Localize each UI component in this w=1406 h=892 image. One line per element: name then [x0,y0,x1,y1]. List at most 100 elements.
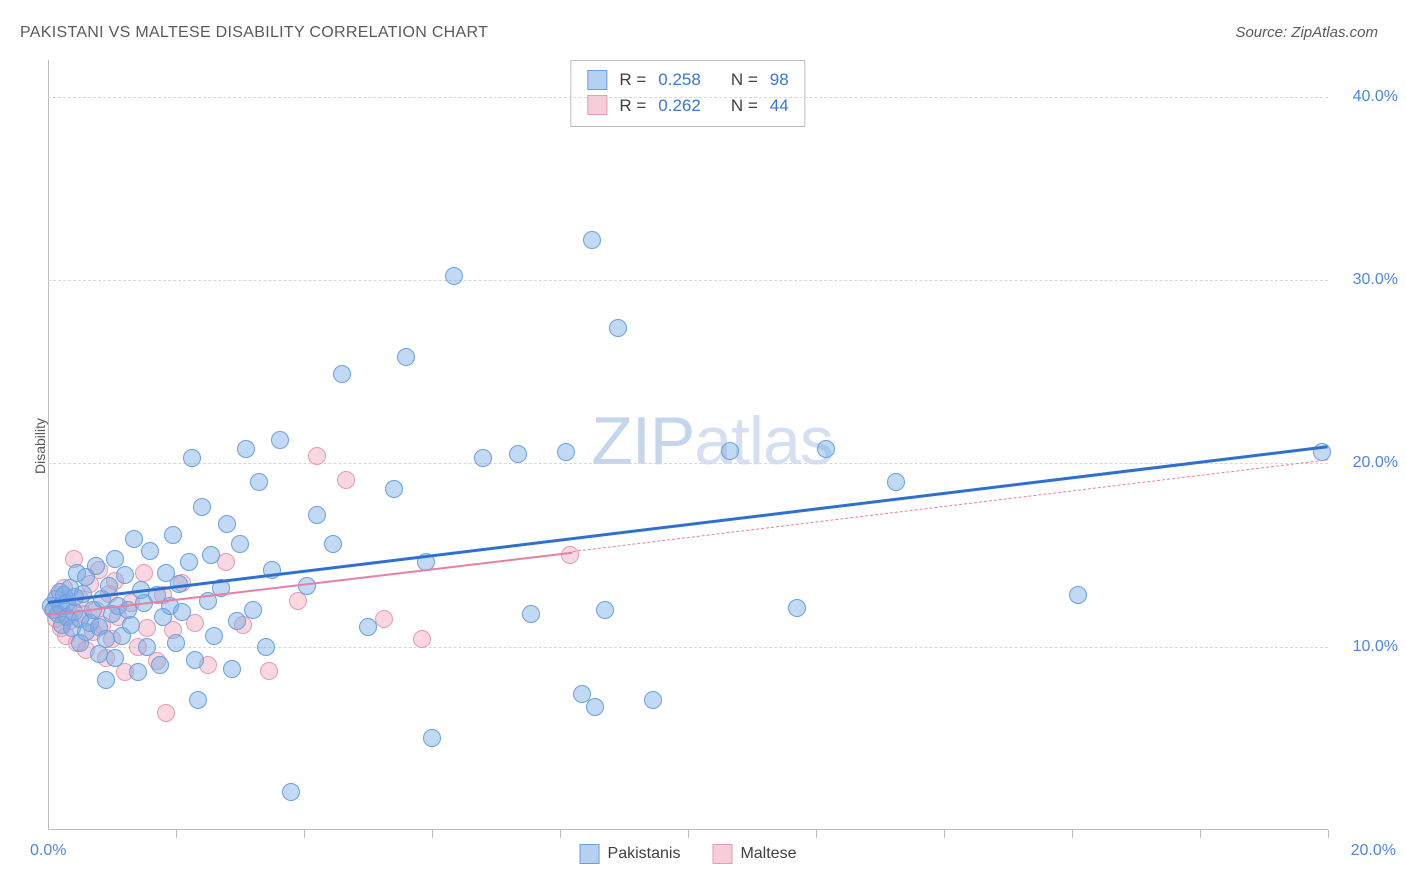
scatter-point-pakistanis [324,535,342,553]
trendline-maltese-dashed [573,460,1328,553]
scatter-point-pakistanis [788,599,806,617]
trendline-pakistanis [48,445,1328,604]
scatter-point-pakistanis [257,638,275,656]
scatter-point-pakistanis [106,550,124,568]
bottom-legend: Pakistanis Maltese [580,844,797,864]
scatter-point-pakistanis [397,348,415,366]
scatter-point-pakistanis [522,605,540,623]
watermark: ZIPatlas [591,402,832,480]
swatch-maltese [587,95,607,115]
scatter-point-pakistanis [97,671,115,689]
scatter-point-pakistanis [237,440,255,458]
stats-n-value: 98 [770,67,789,93]
scatter-point-pakistanis [250,473,268,491]
stats-r-value: 0.258 [658,67,701,93]
y-tick-label: 10.0% [1338,638,1398,656]
x-tick [1072,830,1073,838]
x-axis-max-label: 20.0% [1336,842,1396,860]
x-tick [1200,830,1201,838]
legend-label: Maltese [740,845,796,863]
gridline-h [48,280,1328,281]
scatter-point-pakistanis [282,783,300,801]
scatter-point-pakistanis [271,431,289,449]
scatter-point-pakistanis [596,601,614,619]
scatter-point-pakistanis [557,443,575,461]
scatter-point-pakistanis [509,445,527,463]
x-tick [688,830,689,838]
y-tick-label: 40.0% [1338,88,1398,106]
scatter-point-pakistanis [609,319,627,337]
scatter-point-pakistanis [138,638,156,656]
stats-row-pakistanis: R = 0.258 N = 98 [587,67,788,93]
scatter-point-pakistanis [186,651,204,669]
scatter-point-pakistanis [193,498,211,516]
y-axis-label: Disability [32,418,48,474]
legend-item-maltese: Maltese [712,844,796,864]
x-tick [176,830,177,838]
x-tick [304,830,305,838]
scatter-point-pakistanis [180,553,198,571]
scatter-point-pakistanis [173,603,191,621]
scatter-point-pakistanis [164,526,182,544]
x-tick [560,830,561,838]
y-axis-line [48,60,49,830]
scatter-point-pakistanis [228,612,246,630]
scatter-point-pakistanis [122,616,140,634]
scatter-point-pakistanis [129,663,147,681]
scatter-point-pakistanis [205,627,223,645]
scatter-point-pakistanis [887,473,905,491]
scatter-point-pakistanis [223,660,241,678]
scatter-point-pakistanis [586,698,604,716]
y-tick-label: 20.0% [1338,454,1398,472]
legend-swatch-pakistanis [580,844,600,864]
scatter-point-pakistanis [474,449,492,467]
x-tick [432,830,433,838]
gridline-h [48,463,1328,464]
scatter-point-maltese [157,704,175,722]
scatter-point-maltese [308,447,326,465]
scatter-point-maltese [413,630,431,648]
x-tick [1328,830,1329,838]
watermark-zip: ZIP [591,403,694,479]
y-tick-label: 30.0% [1338,271,1398,289]
scatter-point-pakistanis [141,542,159,560]
swatch-pakistanis [587,70,607,90]
scatter-point-pakistanis [333,365,351,383]
x-axis-min-label: 0.0% [30,842,66,860]
scatter-point-maltese [260,662,278,680]
legend-swatch-maltese [712,844,732,864]
scatter-point-pakistanis [817,440,835,458]
scatter-point-pakistanis [445,267,463,285]
x-tick [944,830,945,838]
scatter-point-pakistanis [244,601,262,619]
scatter-point-pakistanis [202,546,220,564]
scatter-point-pakistanis [87,557,105,575]
scatter-point-pakistanis [106,649,124,667]
gridline-h [48,97,1328,98]
scatter-point-pakistanis [1069,586,1087,604]
scatter-point-pakistanis [423,729,441,747]
scatter-point-pakistanis [721,442,739,460]
scatter-point-pakistanis [167,634,185,652]
scatter-point-pakistanis [151,656,169,674]
stats-n-label: N = [731,67,758,93]
scatter-point-pakistanis [385,480,403,498]
scatter-point-pakistanis [298,577,316,595]
scatter-point-pakistanis [231,535,249,553]
scatter-point-pakistanis [116,566,134,584]
scatter-point-maltese [337,471,355,489]
stats-r-label: R = [619,67,646,93]
plot-area: ZIPatlas R = 0.258 N = 98 R = 0.262 N = … [48,60,1328,830]
watermark-atlas: atlas [694,403,833,479]
scatter-point-pakistanis [218,515,236,533]
scatter-point-maltese [375,610,393,628]
scatter-point-maltese [135,564,153,582]
x-tick [816,830,817,838]
scatter-point-pakistanis [644,691,662,709]
chart-title: PAKISTANI VS MALTESE DISABILITY CORRELAT… [20,24,488,42]
scatter-point-pakistanis [359,618,377,636]
source-label: Source: ZipAtlas.com [1235,24,1378,41]
scatter-point-pakistanis [308,506,326,524]
gridline-h [48,647,1328,648]
scatter-point-pakistanis [183,449,201,467]
